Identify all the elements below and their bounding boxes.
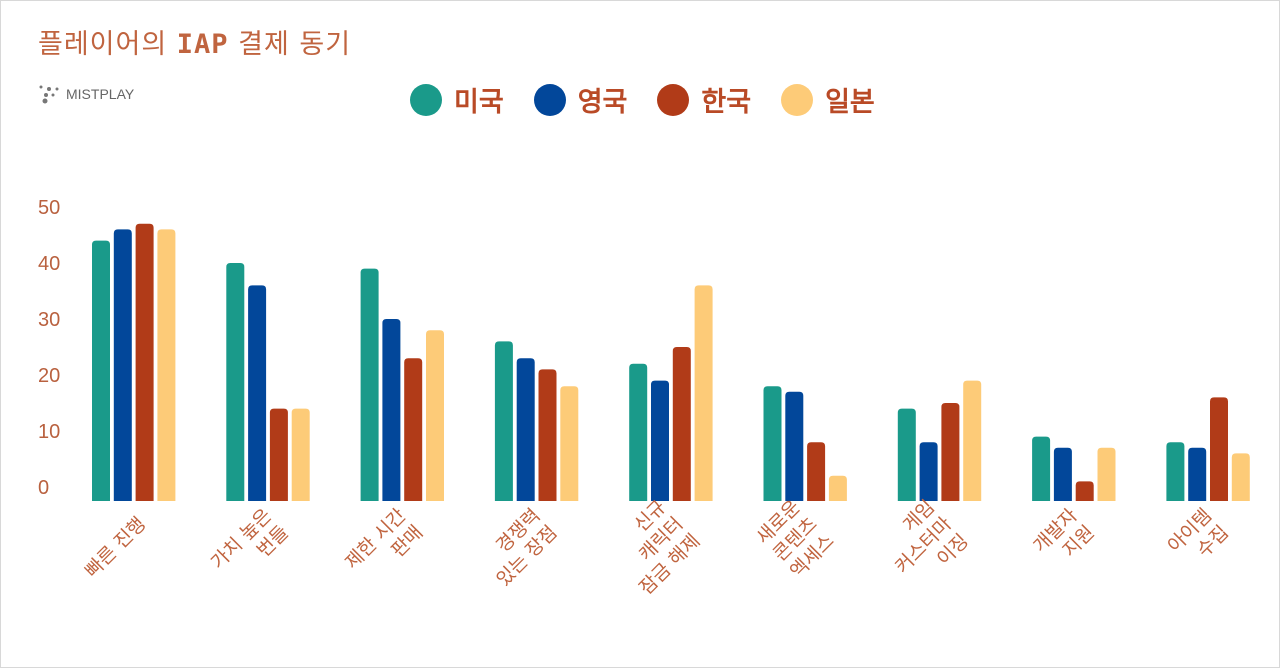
bar bbox=[360, 268, 379, 501]
y-tick-label: 10 bbox=[38, 421, 60, 443]
logo-text: MISTPLAY bbox=[66, 86, 135, 102]
legend-swatch bbox=[410, 83, 442, 116]
bar bbox=[763, 386, 782, 501]
bar bbox=[919, 442, 938, 501]
logo-dots-icon bbox=[39, 85, 59, 104]
bar bbox=[807, 442, 826, 501]
bar bbox=[1053, 447, 1072, 501]
title-bold: IAP bbox=[176, 29, 229, 60]
bar bbox=[1210, 397, 1228, 501]
legend-item: 영국 bbox=[533, 80, 628, 119]
bar bbox=[1188, 447, 1207, 501]
legend-label: 영국 bbox=[577, 87, 628, 118]
bar bbox=[672, 347, 691, 501]
bar bbox=[1166, 442, 1185, 501]
bar bbox=[1075, 481, 1094, 501]
bar bbox=[560, 386, 579, 501]
legend-item: 일본 bbox=[781, 80, 875, 119]
bar bbox=[382, 319, 401, 501]
legend-label: 일본 bbox=[825, 87, 875, 118]
legend: 미국 영국 한국 일본 bbox=[410, 80, 875, 119]
legend-label: 한국 bbox=[701, 87, 752, 118]
chart-title: 플레이어의 IAP 결제 동기 bbox=[38, 22, 351, 61]
bar bbox=[404, 358, 423, 501]
bar bbox=[157, 229, 176, 501]
bar bbox=[963, 380, 982, 501]
y-tick-label: 20 bbox=[38, 365, 60, 387]
bar bbox=[269, 408, 288, 501]
bar bbox=[135, 223, 154, 502]
bar bbox=[651, 380, 669, 501]
bar bbox=[1097, 447, 1116, 501]
legend-item: 한국 bbox=[657, 80, 751, 119]
title-prefix: 플레이어의 bbox=[38, 29, 177, 60]
bar bbox=[248, 285, 267, 501]
legend-label: 미국 bbox=[454, 87, 504, 118]
bar bbox=[226, 263, 245, 501]
bar bbox=[538, 369, 557, 501]
bar bbox=[785, 391, 804, 501]
bar bbox=[941, 403, 960, 501]
bar bbox=[494, 341, 513, 501]
x-tick-line: 빠른 진행 bbox=[81, 513, 150, 582]
bar bbox=[426, 330, 444, 501]
y-tick-label: 30 bbox=[38, 309, 60, 331]
legend-swatch bbox=[657, 83, 690, 116]
y-tick-label: 50 bbox=[38, 197, 60, 219]
bar bbox=[291, 408, 310, 501]
bar bbox=[92, 240, 110, 501]
bar bbox=[113, 229, 132, 501]
bar bbox=[1231, 453, 1250, 501]
bar bbox=[1032, 436, 1051, 501]
legend-swatch bbox=[781, 83, 814, 116]
bar bbox=[629, 363, 648, 501]
y-tick-label: 0 bbox=[38, 477, 49, 499]
legend-swatch bbox=[533, 83, 566, 116]
x-tick-label: 빠른 진행 bbox=[81, 513, 150, 582]
mistplay-logo: MISTPLAY bbox=[38, 84, 134, 104]
legend-item: 미국 bbox=[410, 80, 504, 119]
bar bbox=[897, 408, 916, 501]
bar bbox=[516, 358, 535, 501]
bar bbox=[694, 285, 713, 501]
y-tick-label: 40 bbox=[38, 253, 60, 275]
title-suffix: 결제 동기 bbox=[228, 29, 352, 60]
bar bbox=[828, 475, 847, 501]
